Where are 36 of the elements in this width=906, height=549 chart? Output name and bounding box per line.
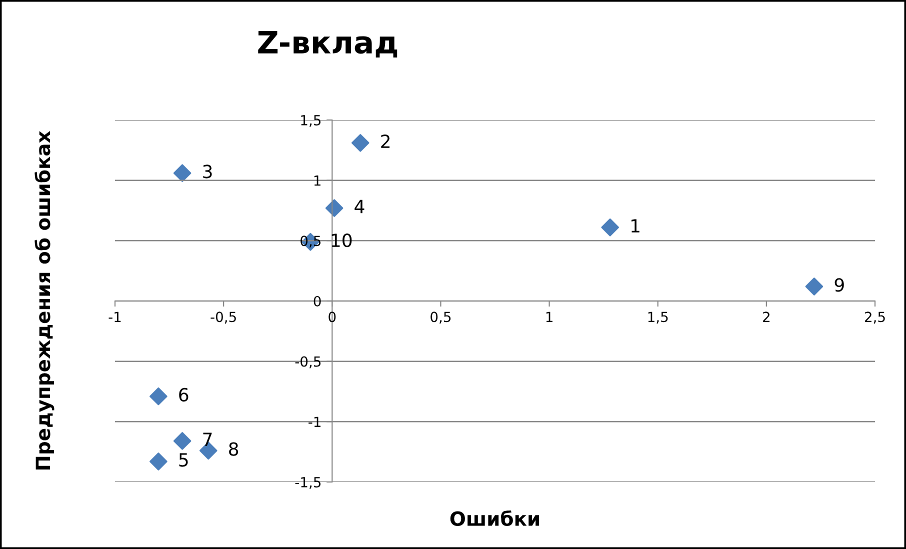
y-tick-label: 1 (314, 175, 320, 186)
annotation: 1 (632, 219, 640, 232)
y-tick-label: 0 (314, 296, 321, 306)
x-tick-label: 2 (763, 312, 770, 322)
point (351, 134, 370, 152)
annotation: 10 (332, 233, 352, 248)
point (173, 164, 192, 182)
point (601, 218, 619, 236)
x-tick-label: 0 (328, 312, 336, 322)
point (150, 452, 168, 470)
y-tick-label: -0,5 (295, 356, 321, 368)
x-axis-title: Ошибки (450, 510, 539, 526)
annotation: 8 (229, 442, 238, 456)
point (325, 199, 344, 217)
annotation: 3 (203, 164, 212, 178)
x-tick-label: -0,5 (210, 312, 236, 324)
x-tick-label: 0,5 (430, 312, 451, 324)
annotation: 4 (354, 200, 364, 214)
y-tick-label: -1 (308, 416, 320, 427)
y-axis-title: Предупреждения об ошибках (34, 130, 54, 470)
annotation: 2 (381, 134, 390, 148)
chart-title: Z-вклад (258, 31, 398, 58)
point (150, 387, 168, 406)
x-tick-label: 2,5 (864, 312, 885, 324)
x-tick-label: 1,5 (648, 312, 668, 324)
annotation: 5 (179, 453, 188, 467)
y-tick-label: 0,5 (300, 236, 321, 248)
point (173, 432, 192, 450)
point (805, 278, 824, 296)
annotation: 6 (179, 388, 188, 402)
y-tick-label: -1,5 (295, 477, 321, 489)
x-tick-label: 1 (546, 312, 552, 322)
annotation: 9 (834, 278, 844, 292)
annotation: 7 (203, 432, 212, 446)
y-tick-label: 1,5 (301, 115, 321, 127)
x-tick-label: -1 (108, 312, 121, 322)
